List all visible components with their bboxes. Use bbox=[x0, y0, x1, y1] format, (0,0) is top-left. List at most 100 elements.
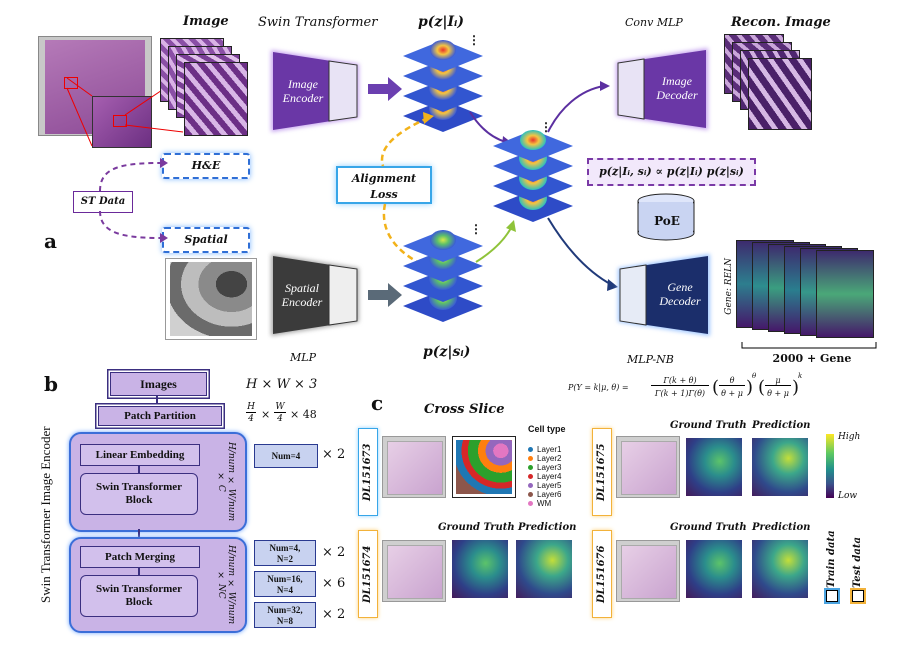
image-decoder-shape bbox=[616, 48, 708, 130]
legend-item: Layer3 bbox=[528, 455, 588, 472]
gene-count-bracket bbox=[741, 342, 877, 349]
swin-block-1: Swin Transformer Block bbox=[80, 473, 198, 515]
num-box-3: Num=16, N=4 bbox=[254, 571, 316, 597]
colorbar bbox=[826, 434, 834, 498]
slice-151675-prediction bbox=[752, 438, 808, 496]
spatial-box: Spatial bbox=[162, 227, 250, 253]
arrow-merge-to-swin bbox=[138, 567, 140, 575]
arrow-stage1-to-stage2 bbox=[138, 529, 140, 537]
arrow-images-to-patch bbox=[156, 396, 158, 406]
cross-slice-title: Cross Slice bbox=[424, 402, 505, 417]
poe-stack-ellipsis: ⋮ bbox=[540, 120, 552, 134]
cell-type-title: Cell type bbox=[528, 424, 566, 434]
spatial-stack-ellipsis: ⋮ bbox=[470, 222, 482, 236]
multiplier-4: × 2 bbox=[322, 607, 346, 622]
dim-hwc: H × W × 3 bbox=[246, 377, 318, 392]
legend-item: WM bbox=[528, 491, 588, 508]
stack-ellipsis-top: ⋮ bbox=[468, 33, 480, 47]
slice-151676-he bbox=[616, 540, 680, 602]
prediction-label-2: Prediction bbox=[518, 522, 577, 533]
prediction-label-3: Prediction bbox=[752, 522, 811, 533]
images-box: Images bbox=[110, 372, 207, 396]
num-box-2: Num=4, N=2 bbox=[254, 540, 316, 566]
num-box-4: Num=32, N=8 bbox=[254, 602, 316, 628]
slice-151674-he bbox=[382, 540, 446, 602]
dim-patch: H 4 × W 4 × 48 bbox=[246, 402, 317, 424]
patch-partition-box: Patch Partition bbox=[98, 406, 222, 426]
multiplier-1: × 2 bbox=[322, 447, 346, 462]
test-data-label: Test data bbox=[852, 537, 863, 588]
ground-truth-label-3: Ground Truth bbox=[670, 522, 747, 533]
colorbar-high-label: High bbox=[838, 432, 861, 442]
prediction-label-1: Prediction bbox=[752, 420, 811, 431]
slice-151674-ground-truth bbox=[452, 540, 508, 598]
legend-item: Layer6 bbox=[528, 482, 588, 499]
gene-axis-label: Gene: RELN bbox=[724, 258, 734, 315]
arrow-image-to-latent bbox=[368, 77, 402, 101]
slice-151675-he bbox=[616, 436, 680, 498]
multiplier-3: × 6 bbox=[322, 576, 346, 591]
swin-transformer-header: Swin Transformer bbox=[258, 15, 378, 30]
image-patch-stack bbox=[160, 38, 310, 138]
multiplier-2: × 2 bbox=[322, 545, 346, 560]
slice-151674-prediction bbox=[516, 540, 572, 598]
recon-image-stack bbox=[724, 34, 824, 134]
slice-151675-ground-truth bbox=[686, 438, 742, 496]
swin-block-2: Swin Transformer Block bbox=[80, 575, 198, 617]
test-data-swatch bbox=[852, 590, 864, 602]
slice-label-151676: DL151676 bbox=[592, 530, 612, 618]
slice-151673-celltype-map bbox=[452, 436, 516, 498]
train-data-label: Train data bbox=[826, 530, 837, 588]
patch-merging-box: Patch Merging bbox=[80, 546, 200, 568]
panel-c-letter: c bbox=[371, 391, 384, 415]
mlp-nb-label: MLP-NB bbox=[627, 353, 674, 366]
gene-decoder-label: Gene Decoder bbox=[659, 280, 701, 308]
mlp-label: MLP bbox=[290, 351, 316, 364]
gene-decoder-shape bbox=[618, 254, 710, 336]
p-z-given-image-label: p(z|Iᵢ) bbox=[418, 14, 464, 30]
poe-cylinder bbox=[637, 193, 695, 241]
poe-gaussian-stack bbox=[493, 130, 573, 222]
he-box: H&E bbox=[162, 153, 250, 179]
slice-151673-he bbox=[382, 436, 446, 498]
panel-a-letter: a bbox=[44, 229, 57, 253]
p-z-given-spatial-label: p(z|sᵢ) bbox=[423, 344, 471, 360]
train-data-swatch bbox=[826, 590, 838, 602]
poe-formula-box: p(z|Iᵢ, sᵢ) ∝ p(z|Iᵢ) p(z|sᵢ) bbox=[587, 158, 756, 186]
recon-image-header: Recon. Image bbox=[731, 15, 831, 30]
legend-item: Layer1 bbox=[528, 437, 588, 454]
poe-label: PoE bbox=[654, 214, 680, 228]
legend-item: Layer5 bbox=[528, 473, 588, 490]
swin-encoder-side-title: Swin Transformer Image Encoder bbox=[38, 426, 53, 604]
image-gaussian-stack bbox=[403, 40, 483, 132]
cell-type-legend: Layer1 Layer2 Layer3 Layer4 Layer5 Layer… bbox=[528, 437, 588, 508]
image-encoder-shape bbox=[271, 50, 359, 132]
slice-label-151673: DL151673 bbox=[358, 428, 378, 516]
num-box-1: Num=4 bbox=[254, 444, 318, 468]
ground-truth-label-2: Ground Truth bbox=[438, 522, 515, 533]
st-data-box: ST Data bbox=[73, 191, 133, 213]
gene-count-label: 2000 + Gene bbox=[772, 352, 852, 365]
conv-mlp-header: Conv MLP bbox=[625, 16, 683, 29]
slice-label-151675: DL151675 bbox=[592, 428, 612, 516]
linear-embedding-box: Linear Embedding bbox=[80, 444, 200, 466]
arrow-embed-to-swin bbox=[138, 465, 140, 473]
legend-item: Layer2 bbox=[528, 446, 588, 463]
spatial-encoder-shape bbox=[271, 254, 359, 336]
panel-b-letter: b bbox=[44, 372, 58, 396]
slice-151676-ground-truth bbox=[686, 540, 742, 598]
spatial-gaussian-stack bbox=[403, 230, 483, 322]
image-header: Image bbox=[183, 14, 229, 29]
image-decoder-label: Image Decoder bbox=[656, 74, 698, 102]
slice-151676-prediction bbox=[752, 540, 808, 598]
gene-expression-stack bbox=[736, 240, 876, 340]
he-zoom-patch bbox=[92, 96, 152, 148]
alignment-loss-box: Alignment Loss bbox=[336, 166, 432, 204]
nb-formula: P(Y = k|μ, θ) = Γ(k + θ) Γ(k + 1)Γ(θ) ( … bbox=[568, 372, 803, 398]
slice-label-151674: DL151674 bbox=[358, 530, 378, 618]
image-encoder-label: Image Encoder bbox=[282, 77, 324, 105]
dim-vertical-1: H/num × W/num × C bbox=[216, 442, 236, 522]
spatial-map-thumbnail bbox=[165, 258, 257, 340]
